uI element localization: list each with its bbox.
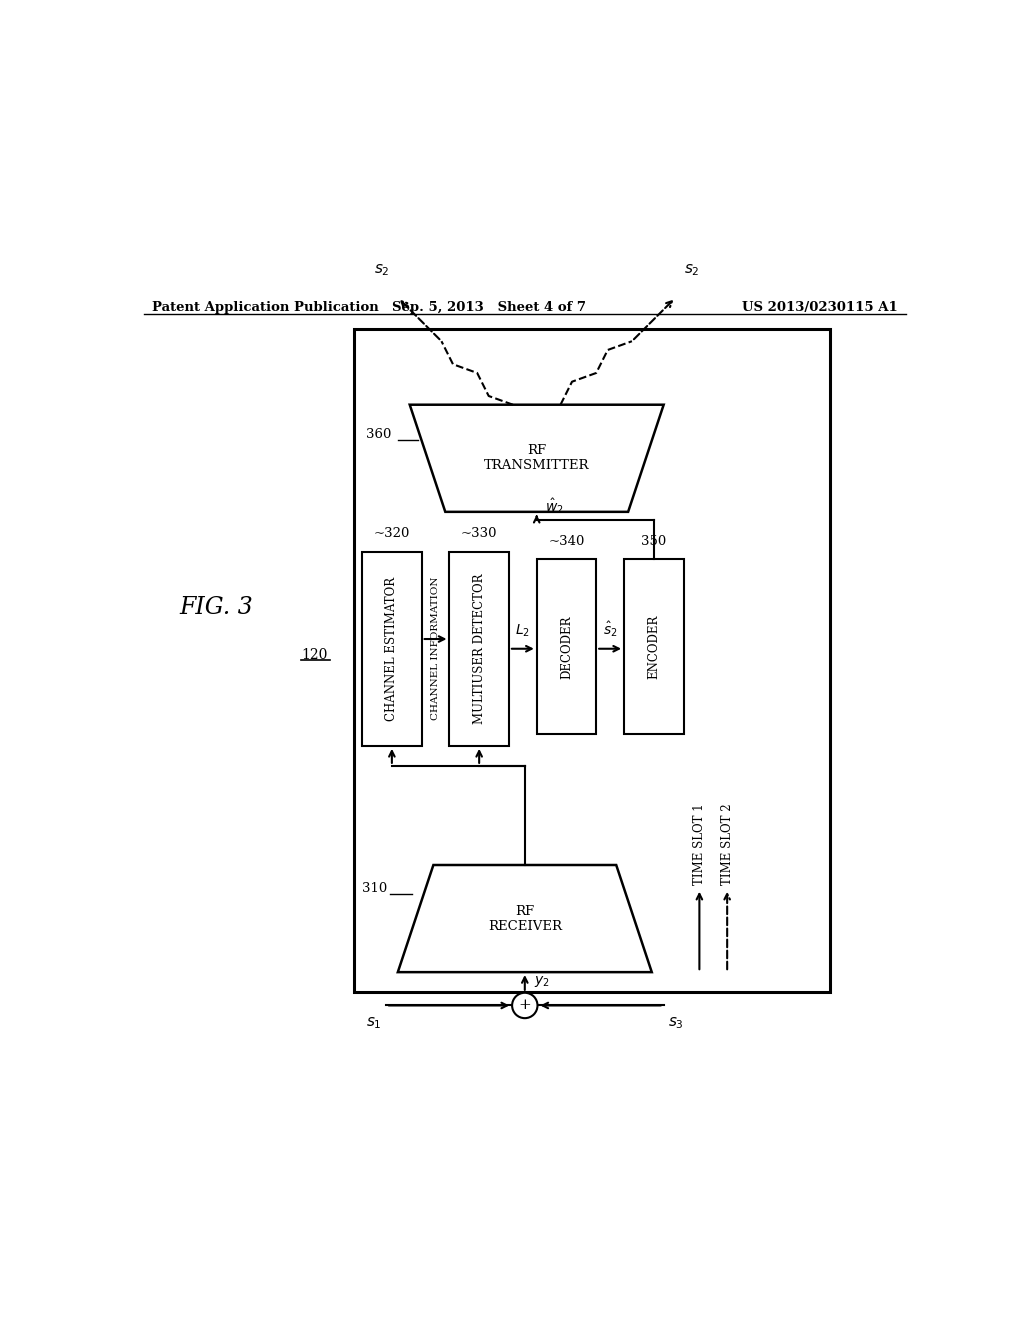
Text: Patent Application Publication: Patent Application Publication [152,301,379,314]
Text: 360: 360 [367,428,391,441]
Text: 350: 350 [641,535,667,548]
Bar [537,560,596,734]
Text: RF
TRANSMITTER: RF TRANSMITTER [484,445,590,473]
Text: 310: 310 [362,882,387,895]
Text: TIME SLOT 2: TIME SLOT 2 [721,803,733,884]
Text: $y_2$: $y_2$ [535,974,550,989]
Text: CHANNEL ESTIMATOR: CHANNEL ESTIMATOR [385,577,398,721]
Text: ~330: ~330 [461,527,498,540]
Bar [354,329,830,991]
Polygon shape [410,405,664,512]
Text: ~320: ~320 [374,527,410,540]
Text: ~340: ~340 [548,535,585,548]
Text: 120: 120 [301,648,328,661]
Text: $s_2$: $s_2$ [374,263,390,277]
Text: +: + [518,998,531,1012]
Text: DECODER: DECODER [560,615,573,678]
Text: $s_2$: $s_2$ [684,263,699,277]
Text: FIG. 3: FIG. 3 [179,595,253,619]
Text: US 2013/0230115 A1: US 2013/0230115 A1 [742,301,898,314]
Bar [624,560,684,734]
Text: CHANNEL INFORMATION: CHANNEL INFORMATION [431,577,440,721]
Text: RF
RECEIVER: RF RECEIVER [487,904,562,932]
Text: $s_3$: $s_3$ [668,1015,683,1031]
Text: Sep. 5, 2013   Sheet 4 of 7: Sep. 5, 2013 Sheet 4 of 7 [392,301,586,314]
Bar [450,552,509,746]
Polygon shape [397,865,652,972]
Circle shape [512,993,538,1018]
Text: TIME SLOT 1: TIME SLOT 1 [693,803,706,884]
Bar [362,552,422,746]
Text: $\hat{s}_2$: $\hat{s}_2$ [603,619,617,639]
Text: $L_2$: $L_2$ [515,623,530,639]
Text: $s_1$: $s_1$ [367,1015,382,1031]
Text: ENCODER: ENCODER [647,615,660,678]
Text: MULTIUSER DETECTOR: MULTIUSER DETECTOR [473,573,485,723]
Text: $\hat{w}_2$: $\hat{w}_2$ [545,496,563,516]
